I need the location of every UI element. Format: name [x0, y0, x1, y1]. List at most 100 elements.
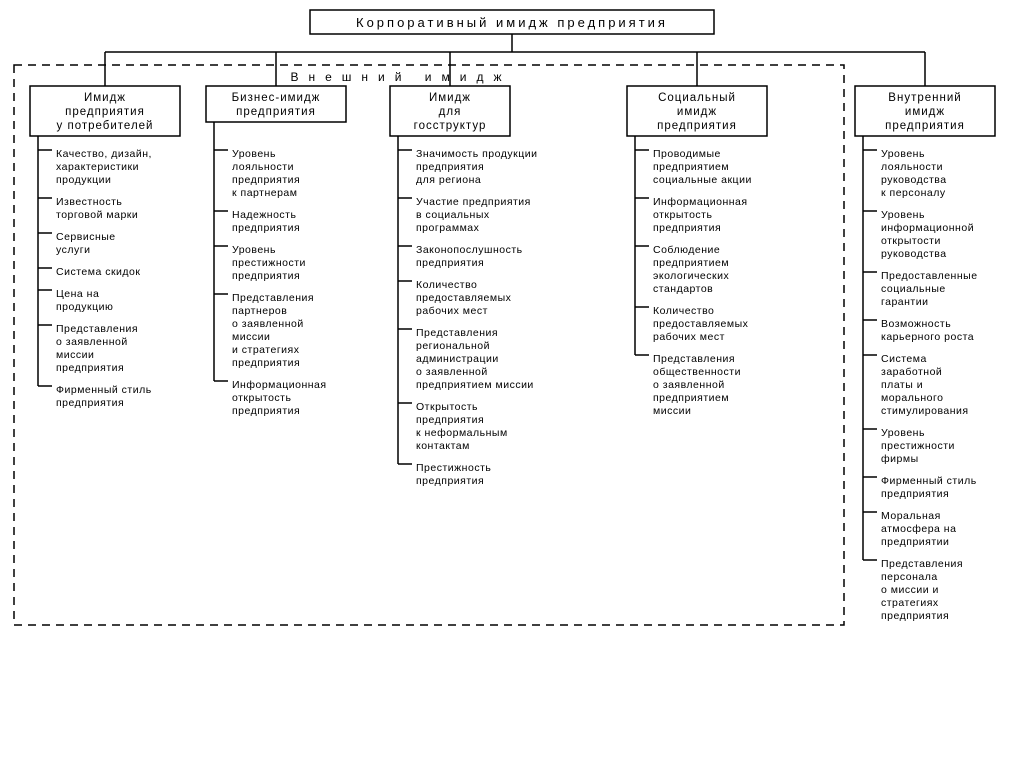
- svg-text:о заявленной: о заявленной: [232, 318, 304, 330]
- svg-text:фирмы: фирмы: [881, 453, 919, 465]
- svg-text:о заявленной: о заявленной: [56, 336, 128, 348]
- svg-text:контактам: контактам: [416, 440, 470, 452]
- svg-text:Надежность: Надежность: [232, 209, 296, 221]
- svg-text:предприятия: предприятия: [56, 397, 124, 409]
- svg-text:престижности: престижности: [881, 440, 955, 452]
- svg-text:предприятия: предприятия: [232, 174, 300, 186]
- svg-text:Уровень: Уровень: [232, 244, 276, 256]
- svg-text:общественности: общественности: [653, 366, 741, 378]
- svg-text:предприятия: предприятия: [416, 475, 484, 487]
- svg-text:заработной: заработной: [881, 366, 942, 378]
- svg-text:Уровень: Уровень: [232, 148, 276, 160]
- svg-text:предприятия: предприятия: [232, 222, 300, 234]
- svg-text:для региона: для региона: [416, 174, 481, 186]
- svg-text:партнеров: партнеров: [232, 305, 287, 317]
- svg-text:Внешний имидж: Внешний имидж: [291, 70, 512, 84]
- svg-text:программах: программах: [416, 222, 480, 234]
- svg-text:к партнерам: к партнерам: [232, 187, 298, 199]
- svg-text:Качество, дизайн,: Качество, дизайн,: [56, 148, 152, 160]
- svg-text:Имидж: Имидж: [84, 92, 126, 104]
- svg-text:Законопослушность: Законопослушность: [416, 244, 523, 256]
- svg-text:открытости: открытости: [881, 235, 941, 247]
- svg-text:миссии: миссии: [653, 405, 691, 417]
- svg-text:Возможность: Возможность: [881, 318, 951, 330]
- svg-text:миссии: миссии: [232, 331, 270, 343]
- svg-text:предприятии: предприятии: [881, 536, 949, 548]
- svg-text:стратегиях: стратегиях: [881, 597, 939, 609]
- svg-text:Внутренний: Внутренний: [888, 92, 961, 104]
- svg-text:Уровень: Уровень: [881, 427, 925, 439]
- svg-text:предприятия: предприятия: [232, 405, 300, 417]
- svg-text:Значимость продукции: Значимость продукции: [416, 148, 537, 160]
- svg-text:Соблюдение: Соблюдение: [653, 244, 720, 256]
- svg-text:Количество: Количество: [653, 305, 714, 317]
- svg-text:карьерного роста: карьерного роста: [881, 331, 974, 343]
- svg-text:Известность: Известность: [56, 196, 122, 208]
- svg-text:Корпоративный имидж предприяти: Корпоративный имидж предприятия: [356, 15, 668, 30]
- svg-text:Представления: Представления: [881, 558, 963, 570]
- svg-text:предприятием: предприятием: [653, 161, 729, 173]
- svg-text:предприятия: предприятия: [232, 357, 300, 369]
- svg-text:социальные акции: социальные акции: [653, 174, 752, 186]
- svg-text:Престижность: Престижность: [416, 462, 491, 474]
- svg-text:Сервисные: Сервисные: [56, 231, 116, 243]
- svg-text:характеристики: характеристики: [56, 161, 139, 173]
- svg-text:платы и: платы и: [881, 379, 923, 391]
- svg-text:рабочих мест: рабочих мест: [653, 331, 725, 343]
- svg-text:миссии: миссии: [56, 349, 94, 361]
- svg-text:Фирменный стиль: Фирменный стиль: [881, 475, 977, 487]
- svg-text:морального: морального: [881, 392, 943, 404]
- svg-text:предприятия: предприятия: [416, 414, 484, 426]
- svg-text:лояльности: лояльности: [881, 161, 943, 173]
- svg-text:имидж: имидж: [905, 106, 945, 118]
- svg-text:Представления: Представления: [232, 292, 314, 304]
- svg-text:руководства: руководства: [881, 174, 947, 186]
- svg-text:предприятия: предприятия: [416, 161, 484, 173]
- svg-text:предприятия: предприятия: [56, 362, 124, 374]
- svg-text:предприятия: предприятия: [653, 222, 721, 234]
- svg-text:к неформальным: к неформальным: [416, 427, 508, 439]
- svg-text:Система: Система: [881, 353, 927, 365]
- svg-text:продукции: продукции: [56, 174, 111, 186]
- svg-text:Представления: Представления: [416, 327, 498, 339]
- svg-text:Система скидок: Система скидок: [56, 266, 140, 278]
- svg-text:о миссии и: о миссии и: [881, 584, 939, 596]
- svg-text:торговой марки: торговой марки: [56, 209, 138, 221]
- svg-text:администрации: администрации: [416, 353, 499, 365]
- svg-text:госструктур: госструктур: [414, 120, 487, 132]
- svg-text:информационной: информационной: [881, 222, 974, 234]
- svg-text:рабочих мест: рабочих мест: [416, 305, 488, 317]
- svg-text:Уровень: Уровень: [881, 148, 925, 160]
- svg-text:открытость: открытость: [653, 209, 712, 221]
- svg-text:стимулирования: стимулирования: [881, 405, 969, 417]
- svg-text:предприятия: предприятия: [416, 257, 484, 269]
- svg-text:услуги: услуги: [56, 244, 90, 256]
- svg-text:продукцию: продукцию: [56, 301, 113, 313]
- svg-text:Имидж: Имидж: [429, 92, 471, 104]
- svg-text:Информационная: Информационная: [653, 196, 748, 208]
- svg-text:в социальных: в социальных: [416, 209, 490, 221]
- svg-text:предприятия: предприятия: [236, 106, 316, 118]
- svg-text:лояльности: лояльности: [232, 161, 294, 173]
- svg-text:стандартов: стандартов: [653, 283, 713, 295]
- svg-text:престижности: престижности: [232, 257, 306, 269]
- svg-text:Социальный: Социальный: [658, 92, 736, 104]
- svg-text:Количество: Количество: [416, 279, 477, 291]
- svg-text:открытость: открытость: [232, 392, 291, 404]
- svg-text:предприятия: предприятия: [885, 120, 965, 132]
- svg-text:предприятия: предприятия: [232, 270, 300, 282]
- svg-text:Фирменный стиль: Фирменный стиль: [56, 384, 152, 396]
- svg-text:предоставляемых: предоставляемых: [416, 292, 512, 304]
- svg-text:Информационная: Информационная: [232, 379, 327, 391]
- svg-text:о заявленной: о заявленной: [653, 379, 725, 391]
- svg-text:Открытость: Открытость: [416, 401, 478, 413]
- svg-text:Участие предприятия: Участие предприятия: [416, 196, 531, 208]
- svg-text:предприятия: предприятия: [657, 120, 737, 132]
- svg-text:предприятия: предприятия: [881, 610, 949, 622]
- svg-text:и стратегиях: и стратегиях: [232, 344, 300, 356]
- svg-text:Проводимые: Проводимые: [653, 148, 721, 160]
- svg-text:у потребителей: у потребителей: [57, 120, 154, 132]
- svg-text:Представления: Представления: [653, 353, 735, 365]
- svg-text:персонала: персонала: [881, 571, 938, 583]
- svg-text:региональной: региональной: [416, 340, 490, 352]
